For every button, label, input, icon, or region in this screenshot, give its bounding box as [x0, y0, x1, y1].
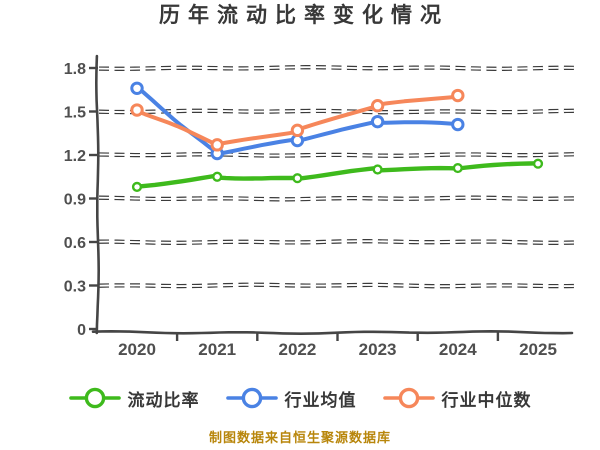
x-tick-label: 2021 — [198, 340, 236, 359]
x-tick-label: 2024 — [439, 340, 477, 359]
data-point-marker — [532, 158, 544, 169]
data-source-note: 制图数据来自恒生聚源数据库 — [208, 430, 391, 445]
y-tick-label: 1.8 — [64, 61, 86, 78]
legend-item-label: 流动比率 — [127, 390, 200, 410]
series-2-markers — [130, 88, 465, 152]
y-tick-label: 1.5 — [64, 105, 86, 122]
legend-item-2: 行业中位数 — [382, 385, 532, 411]
series-1-markers — [130, 81, 465, 161]
y-tick-label: 0.9 — [64, 192, 86, 209]
x-tick-label: 2022 — [278, 340, 316, 359]
data-point-marker — [130, 81, 144, 96]
data-point-marker — [370, 99, 385, 113]
legend-marker-icon — [382, 387, 435, 409]
data-point-marker — [451, 88, 465, 103]
x-tick-label: 2020 — [118, 340, 156, 359]
x-tick-label: 2025 — [519, 340, 557, 359]
series-0-markers — [131, 158, 544, 193]
y-tick-label: 0.6 — [64, 235, 86, 252]
data-point-marker — [131, 181, 143, 193]
data-point-marker — [210, 138, 224, 152]
legend-item-1: 行业均值 — [225, 385, 357, 411]
axes — [89, 54, 574, 341]
legend-item-label: 行业均值 — [284, 390, 357, 410]
data-point-marker — [372, 164, 383, 175]
y-tick-labels: 0 0.3 0.6 0.9 1.2 1.5 1.8 — [64, 61, 86, 339]
data-point-marker — [212, 171, 223, 182]
x-tick-labels: 2020 2021 2022 2023 2024 2025 — [118, 340, 557, 359]
data-point-marker — [452, 162, 463, 174]
x-tick-label: 2023 — [359, 340, 397, 359]
legend-item-label: 行业中位数 — [441, 390, 532, 410]
legend: 流动比率 行业均值 行业中位数 — [0, 385, 600, 411]
legend-marker-icon — [68, 387, 121, 409]
y-tick-label: 0 — [77, 322, 86, 339]
y-tick-label: 1.2 — [64, 148, 86, 165]
data-point-marker — [451, 117, 465, 132]
gridlines — [98, 65, 577, 289]
series-0-line — [134, 161, 541, 189]
chart-title: 历年流动比率变化情况 — [159, 4, 449, 27]
y-tick-label: 0.3 — [64, 279, 86, 296]
data-point-marker — [130, 103, 144, 117]
data-point-marker — [290, 123, 305, 138]
legend-marker-icon — [225, 387, 278, 409]
data-point-marker — [370, 114, 385, 129]
legend-item-0: 流动比率 — [68, 385, 200, 411]
data-point-marker — [292, 173, 303, 184]
